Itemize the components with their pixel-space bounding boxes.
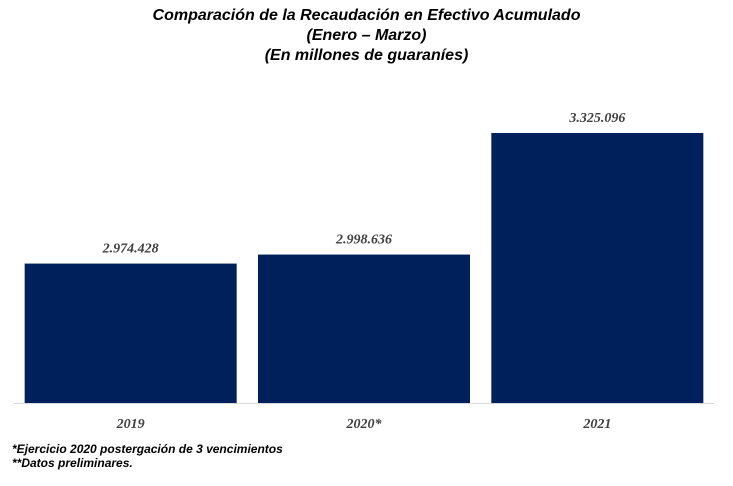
bar-2019 [24,263,237,403]
x-tick-label-2020: 2020* [346,417,383,432]
data-label-2020: 2.998.636 [335,233,392,248]
chart-unit-label: (En millones de guaraníes) [264,47,469,64]
data-label-2019: 2.974.428 [102,242,159,257]
chart-subtitle: (Enero – Marzo) [306,27,427,44]
footnotes: *Ejercicio 2020 postergación de 3 vencim… [12,442,283,470]
bar-2021 [491,133,704,403]
chart-title-block: Comparación de la Recaudación en Efectiv… [0,6,733,66]
data-label-2021: 3.325.096 [568,111,625,126]
footnote-2: **Datos preliminares. [12,456,133,470]
chart-title: Comparación de la Recaudación en Efectiv… [152,7,581,24]
bar-2020 [258,254,470,403]
footnote-1: *Ejercicio 2020 postergación de 3 vencim… [12,442,283,456]
x-tick-label-2019: 2019 [116,417,145,432]
x-tick-label-2021: 2021 [582,417,611,432]
